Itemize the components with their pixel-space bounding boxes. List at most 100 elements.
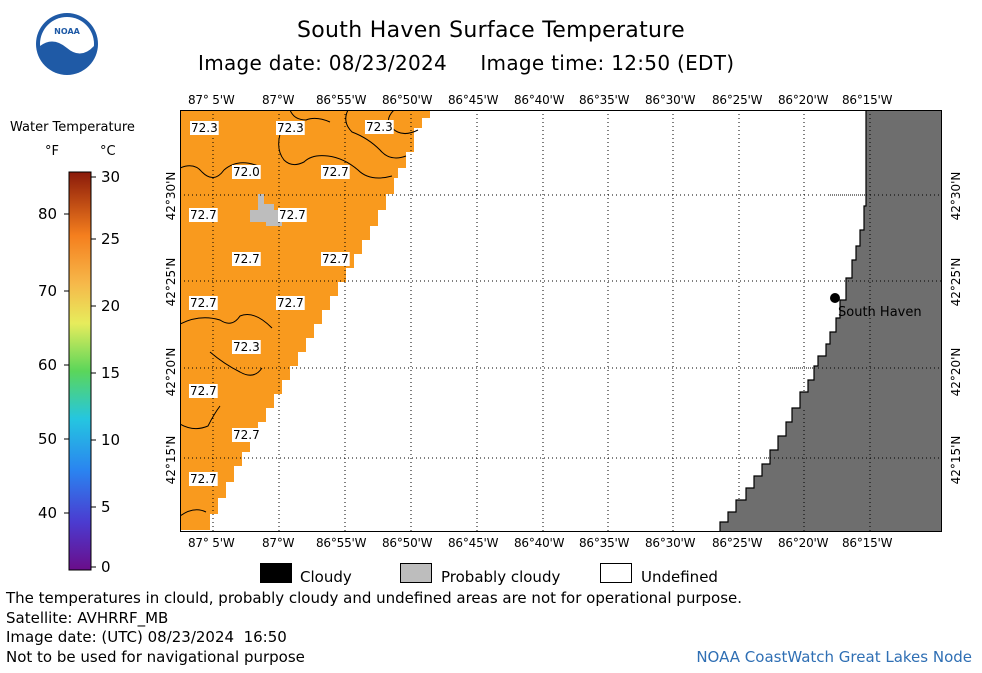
temp-label-bg (232, 340, 261, 354)
lon-label-bottom: 86°55'W (316, 536, 367, 550)
c-tick-15: 15 (101, 364, 121, 382)
temp-label-bg (189, 384, 218, 398)
lat-label: 42°30'N (949, 172, 963, 221)
c-tick-5: 5 (101, 498, 111, 516)
temp-label-bg (232, 428, 261, 442)
undefined-label: Undefined (641, 568, 718, 586)
lon-label-top: 86°35'W (579, 93, 630, 107)
south-haven-marker (830, 293, 840, 303)
navigation-warning: Not to be used for navigational purpose (6, 648, 305, 666)
temp-label: 72.7 (322, 165, 349, 179)
f-tick-40: 40 (38, 504, 58, 522)
lon-label-top: 86°25'W (712, 93, 763, 107)
temp-label-bg (190, 121, 219, 135)
lon-label-top: 86°50'W (382, 93, 433, 107)
temp-label: 72.7 (277, 296, 304, 310)
temp-label: 72.7 (233, 252, 260, 266)
lon-label-bottom: 86°25'W (712, 536, 763, 550)
unit-celsius: °C (100, 144, 116, 159)
disclaimer-text: The temperatures in clould, probably clo… (6, 589, 743, 607)
utc-date-text: Image date: (UTC) 08/23/2024 16:50 (6, 628, 287, 646)
lat-label: 42°15'N (164, 436, 178, 485)
temp-label-bg (189, 296, 218, 310)
lon-label-bottom: 86°30'W (645, 536, 696, 550)
lon-label-top: 86°30'W (645, 93, 696, 107)
temp-label: 72.3 (366, 120, 393, 134)
graticule (180, 110, 942, 532)
temp-label-bg (276, 121, 305, 135)
c-tick-25: 25 (101, 230, 121, 248)
lon-label-top: 87°W (262, 93, 295, 107)
lat-label: 42°30'N (164, 172, 178, 221)
f-tick-80: 80 (38, 205, 58, 223)
lon-label-bottom: 87° 5'W (188, 536, 235, 550)
lat-labels-left-2: 42°30'N 42°25'N 42°20'N 42°15'N (164, 172, 178, 485)
temp-label-bg (232, 165, 261, 179)
lon-label-top: 86°15'W (842, 93, 893, 107)
cloudy-label: Cloudy (300, 568, 352, 586)
lon-label-bottom: 86°50'W (382, 536, 433, 550)
temp-label: 72.7 (190, 296, 217, 310)
f-tick-60: 60 (38, 356, 58, 374)
lat-label: 42°20'N (164, 348, 178, 397)
temp-label: 72.0 (233, 165, 260, 179)
map-frame (180, 110, 942, 532)
page-title: South Haven Surface Temperature (297, 18, 685, 43)
land-area (719, 110, 942, 532)
temp-label-bg (189, 472, 218, 486)
lat-label: 42°15'N (949, 436, 963, 485)
temperature-map: South Haven 72.3 72.3 72.3 72.0 72.7 72.… (180, 110, 942, 532)
probably-cloudy-area (250, 194, 282, 226)
temp-label: 72.7 (322, 252, 349, 266)
c-tick-20: 20 (101, 297, 121, 315)
temp-label-bg (321, 165, 350, 179)
south-haven-label: South Haven (838, 305, 922, 320)
temp-label-bg (278, 208, 307, 222)
lon-label-bottom: 86°20'W (778, 536, 829, 550)
colorbar-title: Water Temperature (10, 120, 135, 135)
temp-label-bg (232, 252, 261, 266)
temp-label: 72.3 (191, 121, 218, 135)
noaa-logo-icon: NOAA (36, 13, 98, 75)
probably-cloudy-label: Probably cloudy (441, 568, 561, 586)
lon-label-top: 86°20'W (778, 93, 829, 107)
temp-label: 72.7 (190, 384, 217, 398)
lon-label-bottom: 87°W (262, 536, 295, 550)
probably-cloudy-swatch (400, 563, 432, 583)
lon-label-bottom: 86°15'W (842, 536, 893, 550)
lon-label-top: 86°45'W (448, 93, 499, 107)
lon-label-bottom: 86°35'W (579, 536, 630, 550)
image-date-time: Image date: 08/23/2024 Image time: 12:50… (198, 51, 735, 75)
temp-label: 72.7 (233, 428, 260, 442)
temp-label-bg (365, 120, 394, 134)
lat-label: 42°25'N (164, 258, 178, 307)
logo-text: NOAA (54, 27, 80, 36)
unit-fahrenheit: °F (45, 144, 59, 159)
lon-label-bottom: 86°45'W (448, 536, 499, 550)
c-tick-0: 0 (101, 558, 111, 576)
temp-label: 72.7 (190, 208, 217, 222)
water-temperature-area (180, 110, 430, 530)
f-tick-50: 50 (38, 430, 58, 448)
c-tick-10: 10 (101, 431, 121, 449)
lat-labels-right: 42°30'N 42°25'N 42°20'N 42°15'N (949, 172, 963, 485)
lon-label-top: 87° 5'W (188, 93, 235, 107)
cloudy-swatch (260, 563, 292, 583)
temp-label-bg (321, 252, 350, 266)
c-tick-30: 30 (101, 168, 121, 186)
colorbar (64, 171, 96, 571)
lon-label-top: 86°40'W (514, 93, 565, 107)
temp-label: 72.3 (233, 340, 260, 354)
temp-label: 72.7 (190, 472, 217, 486)
temp-label: 72.7 (279, 208, 306, 222)
f-tick-70: 70 (38, 282, 58, 300)
lat-label: 42°20'N (949, 348, 963, 397)
temp-label-bg (276, 296, 305, 310)
undefined-swatch (600, 563, 632, 583)
satellite-text: Satellite: AVHRRF_MB (6, 609, 169, 627)
lat-label: 42°25'N (949, 258, 963, 307)
temp-label-bg (189, 208, 218, 222)
temp-label: 72.3 (277, 121, 304, 135)
credit-text: NOAA CoastWatch Great Lakes Node (696, 648, 972, 666)
lon-label-top: 86°55'W (316, 93, 367, 107)
